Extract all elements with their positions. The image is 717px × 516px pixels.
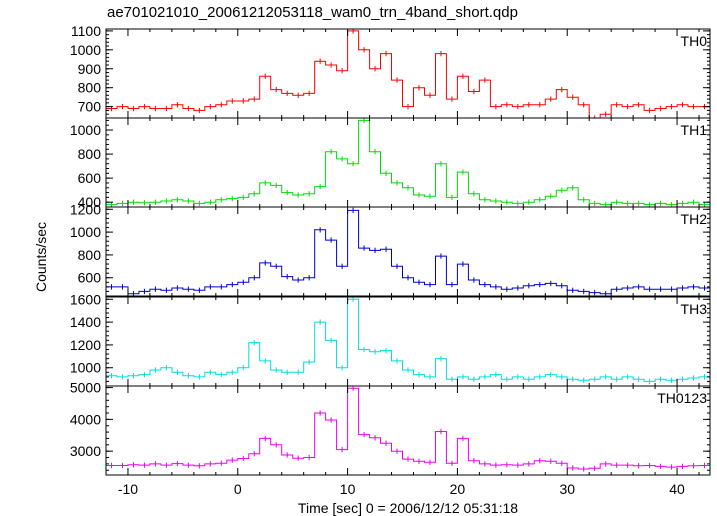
series-th1	[106, 118, 710, 207]
y-tick-label: 4000	[70, 411, 101, 427]
y-tick-label: 800	[78, 80, 102, 96]
panel-label: TH2	[681, 211, 708, 227]
y-tick-label: 1400	[70, 314, 101, 330]
series-th3	[106, 297, 710, 385]
y-tick-label: 3000	[70, 443, 101, 459]
x-tick-label: -10	[118, 481, 138, 497]
y-axis-title: Counts/sec	[33, 222, 49, 292]
y-tick-label: 900	[78, 61, 102, 77]
panel-label: TH0	[681, 33, 708, 49]
y-tick-label: 5000	[70, 380, 101, 396]
panel-th3: 1000 1200 1400 1600 TH3	[70, 291, 711, 387]
x-tick-label: 0	[234, 481, 242, 497]
x-axis-title: Time [sec] 0 = 2006/12/12 05:31:18	[298, 500, 518, 516]
y-tick-label: 1000	[70, 122, 101, 138]
y-tick-label: 600	[78, 270, 102, 286]
y-tick-label: 1100	[71, 23, 101, 39]
y-tick-label: 1600	[70, 291, 101, 307]
series-th0	[106, 29, 710, 118]
series-th2	[106, 207, 710, 296]
panel-th1: 400 600 800 1000 TH1	[70, 117, 711, 210]
y-tick-label: 1000	[70, 360, 101, 376]
y-tick-label: 700	[78, 99, 102, 115]
series-line	[106, 209, 710, 295]
y-tick-label: 800	[78, 247, 102, 263]
x-tick-label: 40	[669, 481, 685, 497]
panel-frame	[105, 117, 711, 208]
y-tick-label: 1200	[70, 201, 101, 217]
panel-th0: 700 800 900 1000 1100 TH0	[70, 23, 711, 119]
y-tick-label: 600	[78, 170, 102, 186]
y-tick-label: 1200	[70, 337, 101, 353]
y-tick-label: 1000	[70, 42, 101, 58]
panel-frame	[105, 206, 711, 297]
panel-frame	[105, 385, 711, 476]
y-tick-label: 1000	[70, 224, 101, 240]
panel-label: TH3	[681, 301, 708, 317]
series-th0123	[106, 386, 710, 472]
x-tick-label: 10	[340, 481, 356, 497]
series-line	[106, 119, 710, 206]
panel-label: TH1	[681, 122, 708, 138]
panel-label: TH0123	[657, 390, 707, 406]
y-tick-label: 400	[78, 194, 102, 210]
x-tick-label: 30	[559, 481, 575, 497]
y-tick-label: 800	[78, 146, 102, 162]
x-tick-label: 20	[450, 481, 466, 497]
panel-th2: 600 800 1000 1200 TH2	[70, 201, 711, 297]
series-line	[106, 298, 710, 382]
chart-title: ae701021010_20061212053118_wam0_trn_4ban…	[107, 4, 518, 21]
panel-th0123: 3000 4000 5000 TH0123	[70, 380, 711, 476]
